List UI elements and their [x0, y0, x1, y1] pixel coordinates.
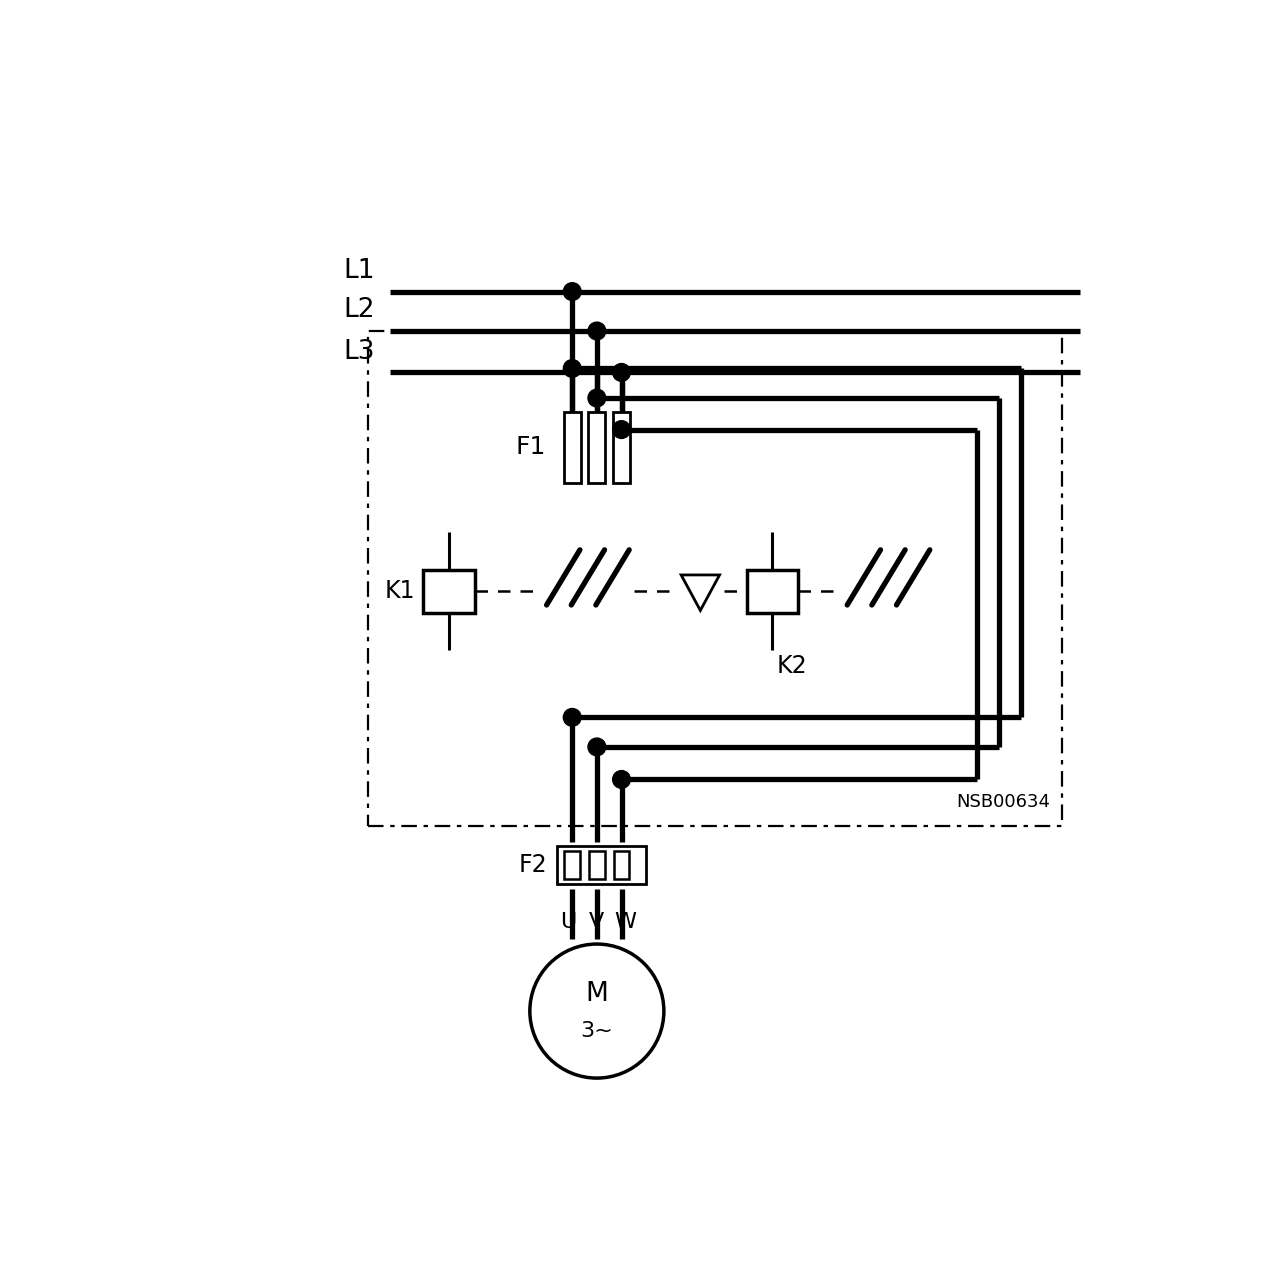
Circle shape: [613, 771, 630, 788]
Text: L1: L1: [343, 257, 375, 284]
Bar: [746, 570, 797, 613]
Bar: [369, 332, 1062, 826]
Text: F1: F1: [516, 435, 547, 460]
Circle shape: [588, 389, 605, 407]
Circle shape: [613, 421, 630, 439]
Text: NSB00634: NSB00634: [956, 794, 1050, 812]
Bar: [613, 851, 630, 879]
Circle shape: [613, 364, 630, 381]
Text: K1: K1: [385, 580, 416, 603]
Bar: [424, 570, 475, 613]
Circle shape: [563, 360, 581, 378]
Circle shape: [588, 739, 605, 755]
Text: F2: F2: [518, 854, 548, 877]
Bar: [558, 846, 646, 884]
Bar: [589, 851, 604, 879]
Text: V: V: [589, 913, 604, 932]
Text: L2: L2: [343, 297, 375, 323]
Text: U: U: [561, 913, 576, 932]
Text: L3: L3: [343, 338, 375, 365]
Circle shape: [530, 945, 664, 1078]
Circle shape: [588, 323, 605, 340]
Bar: [564, 412, 581, 483]
Text: 3~: 3~: [581, 1020, 613, 1041]
Bar: [564, 851, 580, 879]
Circle shape: [563, 283, 581, 301]
Text: K2: K2: [776, 654, 806, 678]
Text: W: W: [614, 913, 636, 932]
Bar: [613, 412, 630, 483]
Text: M: M: [585, 982, 608, 1007]
Bar: [589, 412, 605, 483]
Circle shape: [563, 709, 581, 726]
